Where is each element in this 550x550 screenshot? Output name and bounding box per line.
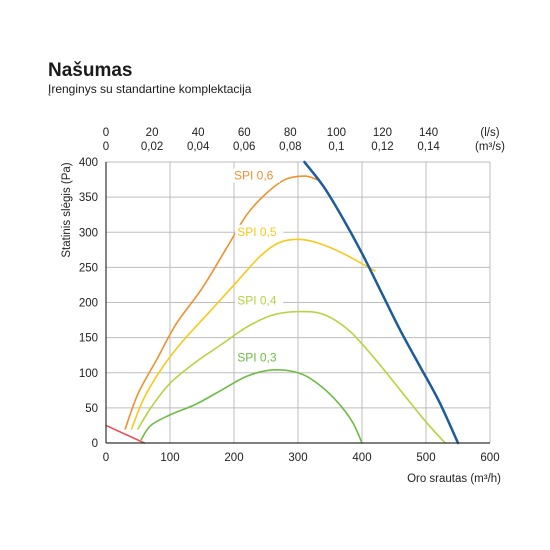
- y-tick-label: 50: [85, 403, 98, 415]
- top-axis-unit-ls: (l/s): [480, 127, 499, 139]
- top-tick-label-m3s: 0,14: [417, 141, 440, 153]
- y-tick-label: 200: [79, 298, 98, 310]
- top-tick-label-m3s: 0,04: [187, 141, 210, 153]
- series-label-bg: [232, 168, 280, 183]
- series-line-unlabeled-4: [303, 160, 460, 445]
- x-axis-label: Oro srautas (m³/h): [407, 473, 501, 485]
- x-tick-label: 100: [160, 452, 179, 464]
- y-tick-label: 0: [92, 438, 98, 450]
- series-label-bg: [235, 293, 284, 308]
- y-tick-label: 250: [79, 262, 98, 274]
- series-label-bg: [235, 224, 284, 239]
- y-tick-label: 400: [79, 157, 98, 169]
- chart-subtitle: Įrenginys su standartine komplektacija: [48, 82, 252, 96]
- y-tick-label: 100: [79, 368, 98, 380]
- series-line-spi-0-5: [130, 238, 376, 430]
- series-lines: [105, 160, 460, 445]
- series-label-bg: [235, 350, 284, 365]
- x-tick-label: 400: [352, 452, 371, 464]
- top-tick-label-m3s: 0,12: [371, 141, 393, 153]
- top-tick-label-m3s: 0,08: [279, 141, 301, 153]
- labels: 0 100 200 300 400 500 600050100150200250300350…: [79, 127, 505, 464]
- x-tick-label: 0: [103, 452, 109, 464]
- top-tick-label-ls: 140: [419, 127, 438, 139]
- series-label-spi-0-6: SPI 0,6: [234, 169, 274, 183]
- series-line-unlabeled-5: [105, 424, 146, 444]
- y-tick-label: 350: [79, 192, 98, 204]
- y-axis-label: Statinis slėgis (Pa): [61, 162, 73, 257]
- x-tick-label: 300: [288, 452, 307, 464]
- top-tick-label-m3s: 0,02: [141, 141, 163, 153]
- y-tick-label: 150: [79, 333, 98, 345]
- y-tick-label: 300: [79, 227, 98, 239]
- top-tick-label-ls: 100: [327, 127, 346, 139]
- x-tick-label: 500: [416, 452, 435, 464]
- axes: [105, 162, 490, 444]
- series-label-spi-0-5: SPI 0,5: [237, 225, 277, 239]
- top-tick-label-m3s: 0,06: [233, 141, 255, 153]
- top-tick-label-m3s: 0: [103, 141, 109, 153]
- chart-title: Našumas: [48, 60, 133, 81]
- series-line-spi-0-3: [140, 369, 363, 444]
- top-tick-label-ls: 120: [373, 127, 392, 139]
- grid: [106, 161, 491, 443]
- top-tick-label-ls: 0: [103, 127, 109, 139]
- top-axis-unit-m3s: (m³/s): [475, 141, 505, 153]
- top-tick-label-m3s: 0,1: [328, 141, 344, 153]
- x-tick-label: 200: [224, 452, 243, 464]
- top-tick-label-ls: 80: [284, 127, 297, 139]
- series-label-spi-0-3: SPI 0,3: [237, 351, 277, 365]
- top-tick-label-ls: 60: [238, 127, 251, 139]
- series-line-spi-0-6: [124, 175, 318, 430]
- top-tick-label-ls: 40: [192, 127, 205, 139]
- top-tick-label-ls: 20: [146, 127, 159, 139]
- x-tick-label: 600: [480, 452, 499, 464]
- series-line-spi-0-4: [137, 310, 446, 444]
- series-label-spi-0-4: SPI 0,4: [237, 294, 277, 308]
